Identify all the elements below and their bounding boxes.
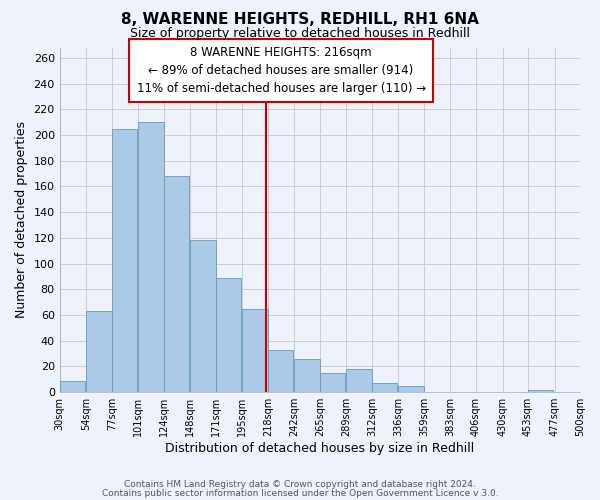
Text: 8 WARENNE HEIGHTS: 216sqm
← 89% of detached houses are smaller (914)
11% of semi: 8 WARENNE HEIGHTS: 216sqm ← 89% of detac… [137,46,425,95]
Bar [112,128,137,392]
Text: Contains public sector information licensed under the Open Government Licence v : Contains public sector information licen… [101,488,499,498]
Bar [190,240,216,392]
Bar [528,390,553,392]
Bar [216,278,241,392]
Bar [346,369,372,392]
Bar [86,311,112,392]
Text: 8, WARENNE HEIGHTS, REDHILL, RH1 6NA: 8, WARENNE HEIGHTS, REDHILL, RH1 6NA [121,12,479,28]
Text: Size of property relative to detached houses in Redhill: Size of property relative to detached ho… [130,28,470,40]
Bar [268,350,293,392]
Bar [320,373,345,392]
Bar [372,383,397,392]
Bar [138,122,164,392]
Bar [295,359,320,392]
Bar [59,380,85,392]
Text: Contains HM Land Registry data © Crown copyright and database right 2024.: Contains HM Land Registry data © Crown c… [124,480,476,489]
X-axis label: Distribution of detached houses by size in Redhill: Distribution of detached houses by size … [165,442,475,455]
Bar [242,308,268,392]
Bar [164,176,189,392]
Bar [398,386,424,392]
Y-axis label: Number of detached properties: Number of detached properties [15,122,28,318]
